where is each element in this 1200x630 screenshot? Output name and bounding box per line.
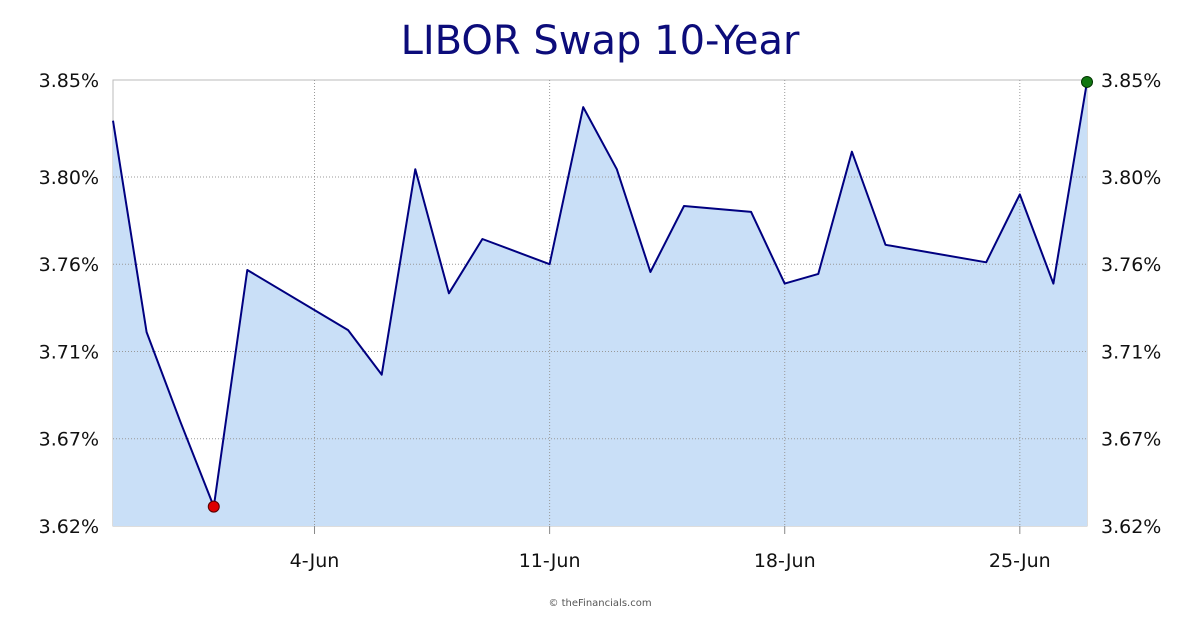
y-tick-label-left: 3.76% bbox=[39, 254, 99, 276]
data-point bbox=[783, 282, 787, 286]
x-tick-label: 18-Jun bbox=[754, 550, 816, 572]
y-tick-label-right: 3.71% bbox=[1101, 341, 1161, 363]
data-point bbox=[480, 237, 484, 241]
data-point bbox=[682, 204, 686, 208]
x-tick-label: 25-Jun bbox=[989, 550, 1051, 572]
y-tick-label-left: 3.80% bbox=[39, 167, 99, 189]
x-tick-label: 4-Jun bbox=[290, 550, 340, 572]
data-point bbox=[111, 119, 115, 123]
data-point bbox=[178, 419, 182, 423]
y-tick-label-right: 3.67% bbox=[1101, 429, 1161, 451]
chart-title: LIBOR Swap 10-Year bbox=[400, 18, 800, 64]
data-point bbox=[346, 328, 350, 332]
y-tick-label-right: 3.85% bbox=[1101, 70, 1161, 92]
data-point bbox=[581, 105, 585, 109]
data-point bbox=[1018, 192, 1022, 196]
y-tick-label-left: 3.71% bbox=[39, 341, 99, 363]
data-point bbox=[648, 270, 652, 274]
y-tick-label-right: 3.76% bbox=[1101, 254, 1161, 276]
y-tick-label-left: 3.85% bbox=[39, 70, 99, 92]
min-marker bbox=[207, 500, 220, 513]
data-point bbox=[548, 262, 552, 266]
data-point bbox=[145, 330, 149, 334]
data-point bbox=[413, 167, 417, 171]
data-point bbox=[984, 260, 988, 264]
data-point bbox=[447, 291, 451, 295]
y-tick-label-left: 3.62% bbox=[39, 516, 99, 538]
y-tick-label-left: 3.67% bbox=[39, 429, 99, 451]
y-tick-label-right: 3.80% bbox=[1101, 167, 1161, 189]
data-point bbox=[816, 272, 820, 276]
credit-footer: © theFinancials.com bbox=[548, 598, 652, 609]
max-marker bbox=[1081, 75, 1093, 88]
y-tick-label-right: 3.62% bbox=[1101, 516, 1161, 538]
series-line bbox=[112, 81, 1088, 508]
data-point bbox=[1051, 282, 1055, 286]
data-point bbox=[883, 243, 887, 247]
data-point bbox=[615, 167, 619, 171]
x-tick-label: 11-Jun bbox=[519, 550, 581, 572]
data-point bbox=[850, 150, 854, 154]
data-point bbox=[749, 210, 753, 214]
data-point bbox=[380, 373, 384, 377]
data-point bbox=[245, 268, 249, 272]
area-fill bbox=[113, 81, 1087, 527]
